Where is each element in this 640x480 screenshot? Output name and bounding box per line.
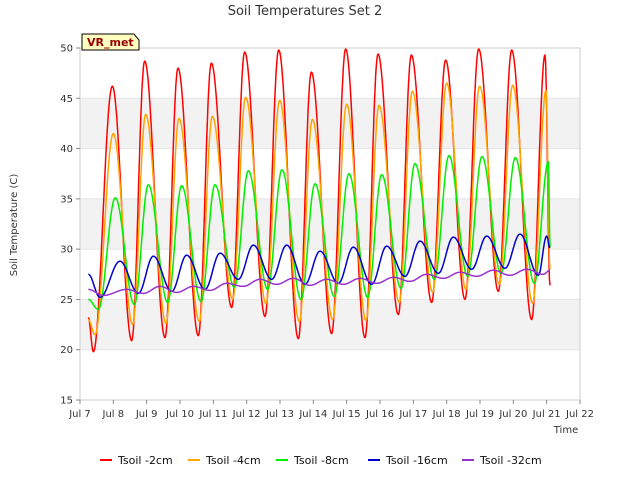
series-line-5 [88, 268, 551, 297]
x-tick-label: Jul 21 [532, 409, 561, 420]
x-tick-label: Jul 10 [165, 409, 194, 420]
grid-band [80, 198, 580, 250]
x-tick-label: Jul 17 [398, 409, 427, 420]
y-tick-label: 35 [60, 194, 73, 205]
plot-frame [79, 47, 581, 401]
y-tick-label: 40 [60, 144, 73, 155]
y-tick-label: 50 [60, 44, 73, 55]
grid-band [80, 98, 580, 149]
x-axis-title: Time [553, 425, 578, 436]
x-tick-label: Jul 14 [298, 409, 327, 420]
x-tick-label: Jul 16 [365, 409, 394, 420]
y-tick-label: 20 [60, 345, 73, 356]
x-tick-label: Jul 15 [332, 409, 361, 420]
x-tick-label: Jul 7 [68, 409, 91, 420]
x-tick-label: Jul 11 [198, 409, 227, 420]
series-line-2 [87, 82, 551, 336]
y-axis-title: Soil Temperature (C) [9, 174, 20, 277]
x-tick-label: Jul 12 [232, 409, 261, 420]
legend: Tsoil -2cm Tsoil -4cm Tsoil -8cm Tsoil -16c… [100, 454, 542, 467]
y-tick-label: 15 [60, 396, 73, 407]
series-line-1 [87, 48, 551, 353]
legend-label-2: Tsoil -4cm [205, 454, 261, 467]
legend-label-3: Tsoil -8cm [293, 454, 349, 467]
series-line-3 [88, 154, 551, 311]
series-line-4 [88, 233, 551, 299]
x-tick-label: Jul 20 [498, 409, 527, 420]
legend-label-4: Tsoil -16cm [385, 454, 448, 467]
series-layer [87, 48, 551, 353]
x-tick-label: Jul 18 [432, 409, 461, 420]
legend-label-1: Tsoil -2cm [117, 454, 173, 467]
x-tick-label: Jul 19 [465, 409, 494, 420]
y-tick-label: 45 [60, 94, 73, 105]
chart-title: Soil Temperatures Set 2 [228, 4, 383, 19]
axes-layer: 15 20 25 30 35 40 45 50 Jul 7 Jul 8 Jul 9 Jul 10 Jul… [60, 44, 594, 421]
legend-label-5: Tsoil -32cm [479, 454, 542, 467]
y-tick-label: 25 [60, 295, 73, 306]
site-label-box: VR_met [81, 33, 140, 51]
x-tick-label: Jul 22 [565, 409, 594, 420]
x-tick-label: Jul 8 [102, 409, 125, 420]
y-tick-label: 30 [60, 245, 73, 256]
x-tick-label: Jul 9 [135, 409, 158, 420]
site-label: VR_met [87, 36, 134, 49]
x-tick-label: Jul 13 [265, 409, 294, 420]
site-label-background [81, 33, 140, 51]
